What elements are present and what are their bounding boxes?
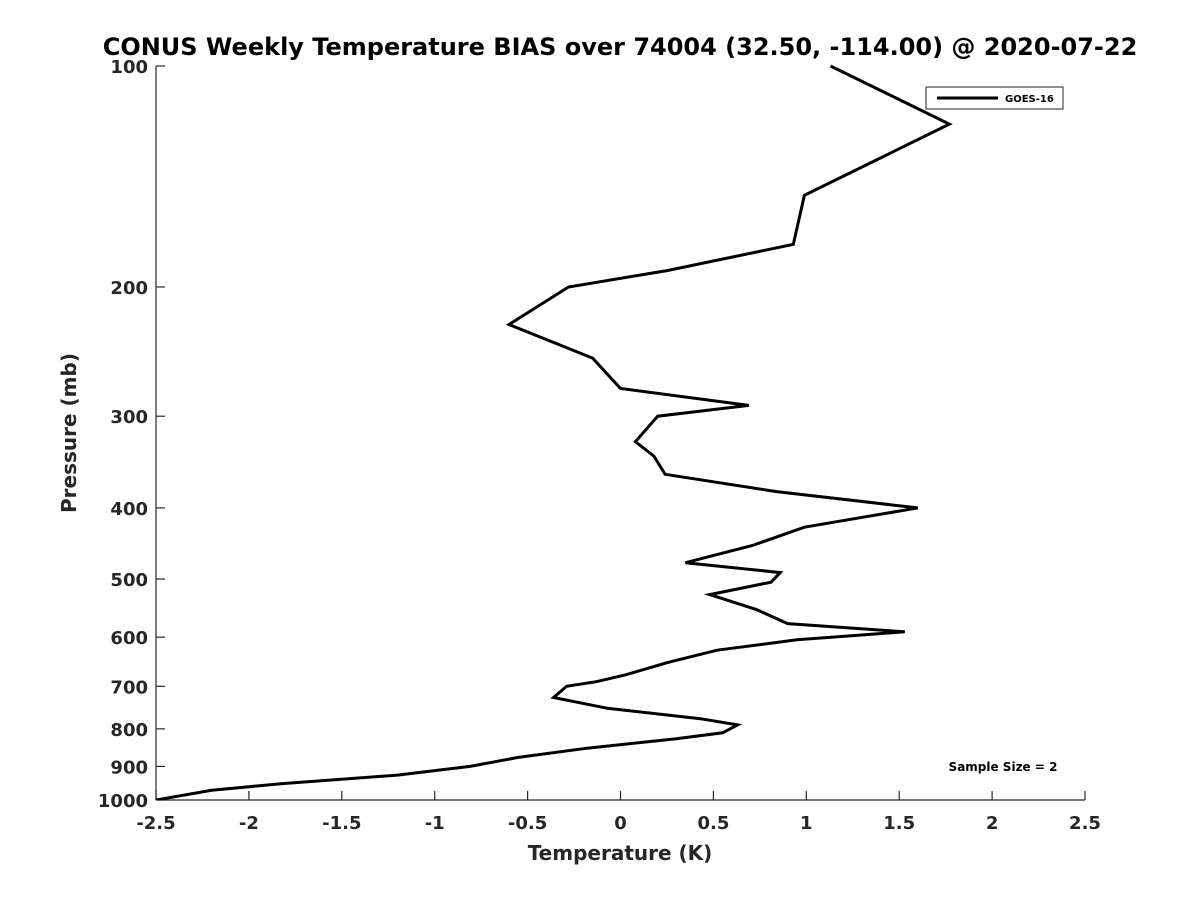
- x-tick-label: -1: [425, 813, 445, 834]
- x-tick-label: -0.5: [508, 813, 547, 834]
- y-axis-label: Pressure (mb): [57, 353, 81, 513]
- y-ticks: 100 200 300 400 500 600 700 800 900 1000: [98, 57, 165, 812]
- plot-axes: [155, 66, 1085, 801]
- series-layer: [156, 64, 953, 800]
- y-tick-label: 1000: [98, 791, 148, 812]
- x-ticks: -2.5 -2 -1.5 -1 -0.5 0 0.5 1 1.5 2 2.5: [136, 791, 1101, 834]
- chart-title: CONUS Weekly Temperature BIAS over 74004…: [103, 33, 1138, 61]
- x-tick-label: -1.5: [322, 813, 361, 834]
- x-axis-label: Temperature (K): [528, 841, 713, 865]
- y-tick-label: 400: [110, 499, 148, 520]
- y-tick-label: 500: [110, 570, 148, 591]
- y-tick-label: 600: [110, 628, 148, 649]
- legend: GOES-16: [925, 86, 1064, 110]
- y-tick-label: 200: [110, 278, 148, 299]
- y-tick-label: 100: [110, 57, 148, 78]
- legend-entry: GOES-16: [1005, 94, 1054, 105]
- y-tick-label: 300: [110, 407, 148, 428]
- sample-size-annotation: Sample Size = 2: [949, 760, 1058, 774]
- x-tick-label: 0: [614, 813, 627, 834]
- x-tick-label: 1.5: [883, 813, 915, 834]
- x-tick-label: 1: [800, 813, 813, 834]
- y-tick-label: 900: [110, 757, 148, 778]
- x-tick-label: 0.5: [697, 813, 729, 834]
- y-tick-label: 800: [110, 720, 148, 741]
- y-tick-label: 700: [110, 677, 148, 698]
- series-line-goes-16: [156, 64, 953, 800]
- x-tick-label: 2: [986, 813, 999, 834]
- x-tick-label: -2.5: [136, 813, 175, 834]
- x-tick-label: -2: [239, 813, 259, 834]
- x-tick-label: 2.5: [1069, 813, 1101, 834]
